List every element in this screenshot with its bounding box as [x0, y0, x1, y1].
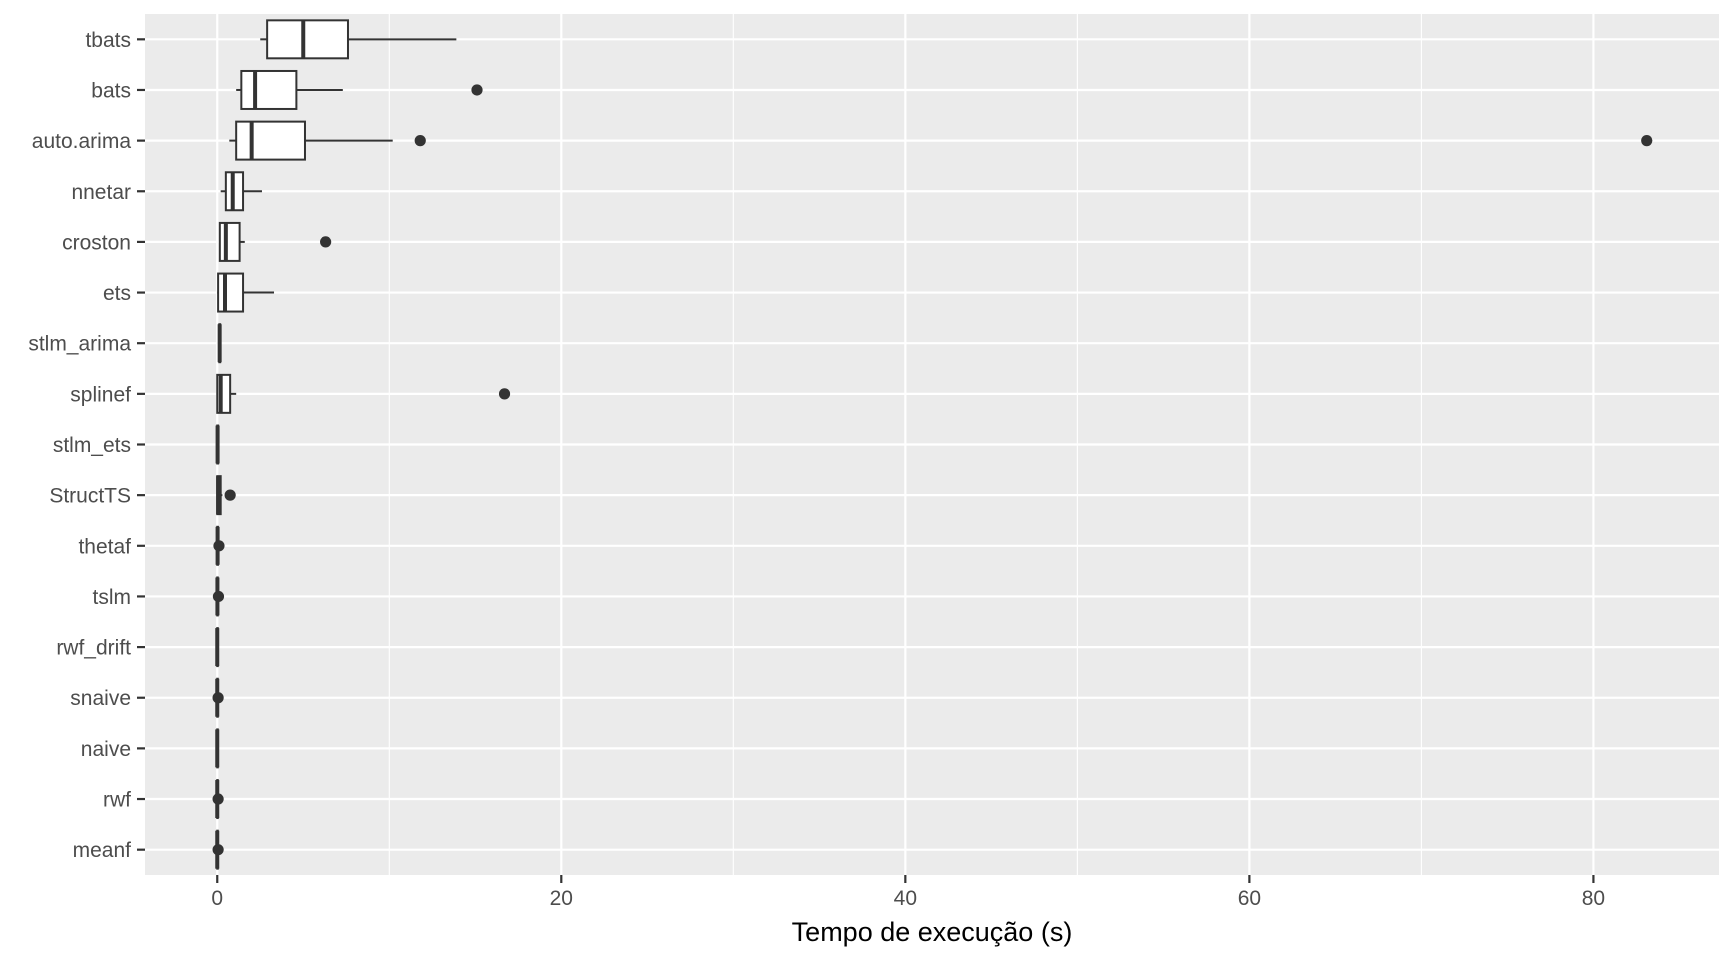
- outlier-splinef-0: [498, 388, 511, 400]
- box-nnetar: [220, 171, 262, 212]
- box-tslm: [212, 576, 225, 617]
- outlier-tslm-0: [212, 590, 225, 603]
- x-axis-ticks: [216, 875, 1595, 883]
- x-axis-title: Tempo de execução (s): [792, 917, 1073, 947]
- y-tick-label-ets: ets: [103, 282, 131, 305]
- y-tick-label-StructTS: StructTS: [49, 485, 131, 508]
- x-tick-label-20: 20: [550, 887, 573, 910]
- outlier-croston-0: [320, 236, 332, 248]
- box-iqr-bats: [240, 69, 298, 110]
- box-naive: [215, 728, 220, 769]
- outlier-StructTS-0: [224, 489, 236, 501]
- y-tick-label-stlm_ets: stlm_ets: [53, 434, 131, 457]
- box-meanf: [212, 829, 224, 870]
- box-rwf: [212, 779, 224, 820]
- outlier-rwf-0: [212, 793, 224, 805]
- y-tick-label-splinef: splinef: [70, 383, 131, 406]
- box-snaive: [212, 677, 224, 718]
- outlier-meanf-0: [212, 844, 224, 856]
- y-axis-labels: tbats bats auto.arima nnetar croston ets stlm_…: [28, 29, 131, 862]
- y-tick-label-meanf: meanf: [73, 839, 132, 862]
- box-ets: [217, 272, 275, 313]
- y-tick-label-rwf_drift: rwf_drift: [56, 637, 131, 660]
- y-tick-label-tslm: tslm: [93, 586, 132, 609]
- outlier-thetaf-0: [213, 540, 225, 552]
- x-tick-label-40: 40: [894, 887, 917, 910]
- box-rwf_drift: [215, 627, 220, 668]
- outlier-snaive-0: [212, 692, 224, 704]
- box-iqr-tbats: [266, 19, 349, 60]
- x-tick-label-60: 60: [1238, 887, 1261, 910]
- outlier-auto.arima-0: [414, 135, 426, 147]
- box-thetaf: [213, 525, 225, 566]
- outlier-auto.arima-1: [1641, 135, 1653, 147]
- y-tick-label-rwf: rwf: [103, 789, 131, 812]
- x-axis-labels: 0 20 40 60 80: [211, 887, 1605, 910]
- y-tick-label-bats: bats: [91, 79, 131, 102]
- y-tick-label-nnetar: nnetar: [71, 181, 131, 204]
- y-tick-label-naive: naive: [81, 738, 131, 761]
- y-tick-label-tbats: tbats: [85, 29, 131, 52]
- box-iqr-auto.arima: [235, 120, 306, 161]
- outlier-bats-0: [471, 84, 483, 96]
- y-tick-label-thetaf: thetaf: [78, 535, 131, 558]
- box-auto.arima: [229, 120, 1653, 161]
- x-tick-label-0: 0: [211, 887, 223, 910]
- box-stlm_arima: [217, 323, 222, 364]
- box-iqr-ets: [217, 272, 245, 313]
- major-gridlines: [145, 14, 1719, 875]
- box-iqr-croston: [218, 221, 241, 262]
- box-splinef: [216, 373, 511, 414]
- box-StructTS: [216, 475, 236, 516]
- x-tick-label-80: 80: [1582, 887, 1605, 910]
- box-bats: [236, 69, 483, 110]
- y-axis-ticks: [137, 38, 145, 851]
- box-tbats: [260, 19, 457, 60]
- box-layer: [212, 19, 1653, 870]
- y-tick-label-auto.arima: auto.arima: [32, 130, 132, 153]
- y-tick-label-croston: croston: [62, 231, 131, 254]
- box-stlm_ets: [215, 424, 220, 465]
- y-tick-label-snaive: snaive: [70, 687, 131, 710]
- box-croston: [218, 221, 332, 262]
- y-tick-label-stlm_arima: stlm_arima: [28, 333, 131, 356]
